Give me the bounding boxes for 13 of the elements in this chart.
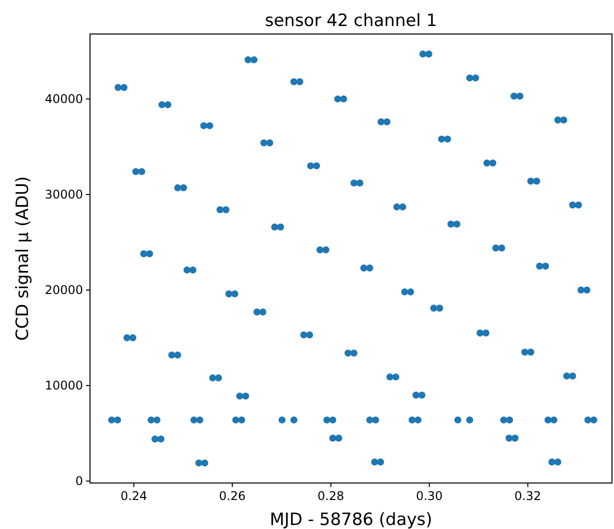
x-tick-label: 0.28 [317,489,344,503]
y-tick-label: 30000 [44,187,83,202]
x-tick-label: 0.32 [514,489,542,503]
x-tick-label: 0.24 [120,489,148,503]
y-tick-label: 10000 [44,378,83,393]
x-tick-label: 0.30 [416,489,443,503]
chart-title: sensor 42 channel 1 [264,11,438,31]
x-axis-title: MJD - 58786 (days) [270,510,432,529]
y-tick-label: 0 [75,474,83,488]
x-tick-label: 0.26 [218,489,246,503]
y-tick-label: 20000 [44,283,83,298]
y-tick-label: 40000 [44,92,83,106]
y-axis-title: CCD signal μ (ADU) [13,176,33,341]
